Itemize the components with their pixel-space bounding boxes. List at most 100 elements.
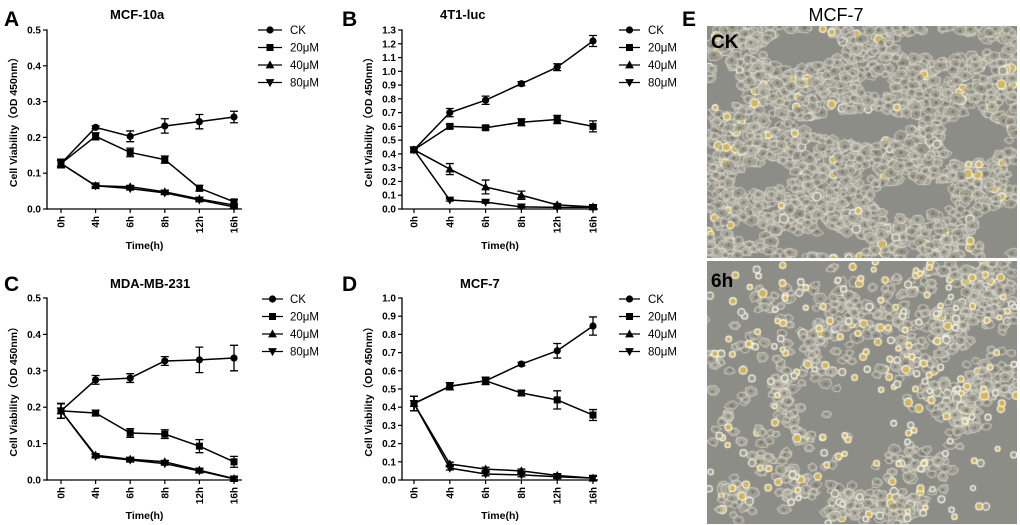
chart-c-y-axis-title: Cell Viability（OD 450nm） [7,321,20,456]
chart-a-80um-legend-marker [265,79,275,88]
chart-d-xtick-label: 12h [553,487,564,504]
chart-c-ytick-label: 0.3 [27,366,41,377]
chart-c-ck-legend-label: CK [290,294,306,306]
chart-c-20um-point [161,430,169,438]
chart-b-ytick-label: 0.6 [382,122,396,133]
chart-b-ck-legend-item: CK [619,25,664,37]
chart-a-ytick-label: 0.5 [27,26,41,37]
chart-c-20um-line [60,410,235,463]
chart-d-20um-line [413,380,594,416]
chart-c-20um-legend-label: 20μM [290,312,319,324]
chart-d: D MCF-7 0.0 0.1 0.2 0.3 0.4 0.5 0.6 0.7 0.8 0.9 1.0 0… [342,273,677,522]
chart-a-80um-point [195,196,204,205]
chart-d-title: MCF-7 [460,276,500,291]
chart-a-20um-point [161,156,169,164]
chart-c-xtick-label: 12h [195,487,206,504]
panel-e-title: MCF-7 [809,5,864,25]
chart-b-xtick-label: 0h [410,216,421,228]
chart-d-20um-point [553,396,561,404]
chart-c-ck-line [60,357,235,412]
chart-c-20um-legend-item: 20μM [262,312,319,324]
chart-a-40um-legend-marker [265,60,275,69]
chart-a-80um-line [60,162,235,208]
chart-b-xtick-label: 4h [445,216,456,228]
chart-b-20um-point [482,124,490,132]
chart-d-80um-point [517,471,526,480]
chart-d-80um-point [552,473,562,482]
chart-a-ck-legend-label: CK [290,25,306,37]
chart-a-x-axis-title: Time(h) [126,240,164,252]
chart-d-40um-legend-label: 40μM [648,329,677,341]
chart-d-20um-legend-label: 20μM [648,312,677,324]
chart-d-20um-legend-item: 20μM [619,312,677,324]
chart-b-40um-line [413,149,594,208]
chart-a-80um-point [91,182,100,191]
micrograph-6h-label: 6h [711,271,734,292]
chart-b-40um-point [517,190,526,199]
chart-b-ytick-label: 0.7 [382,108,396,119]
chart-b-ck-point [446,109,454,117]
chart-d-40um-point [481,464,490,473]
chart-a-title: MCF-10a [110,7,165,22]
chart-b-ytick-label: 0.0 [382,205,396,216]
chart-d-ytick-label: 0.8 [382,330,396,341]
chart-a-xtick-label: 8h [160,216,171,228]
chart-d-20um-point [446,382,454,390]
chart-d-ytick-label: 0.4 [382,403,396,414]
chart-a-ck-point [195,118,203,126]
chart-a-ck-point [92,123,100,131]
chart-d-ck-legend-label: CK [648,294,664,306]
chart-a: A MCF-10a 0.0 0.1 0.2 0.3 0.4 0.5 0h 4h 6h 8h 12h 16h… [4,7,319,252]
chart-a-40um-legend-label: 40μM [290,60,319,72]
chart-c-ck-point [161,357,169,365]
chart-b-ck-series [410,34,597,154]
chart-d-80um-point [588,474,598,483]
chart-a-80um-point [56,160,66,169]
chart-b-ck-point [482,96,490,104]
chart-c-title: MDA-MB-231 [110,276,190,291]
chart-a-ck-point [161,122,169,130]
chart-d-ytick-label: 0.7 [382,348,396,359]
chart-c-40um-series [56,402,239,482]
chart-a-ck-legend-marker [266,26,274,34]
chart-d-80um-point [445,464,455,473]
chart-b-ytick-label: 0.9 [382,81,396,92]
micrograph-ck-label: CK [711,32,739,53]
chart-c-80um-point [195,467,204,476]
chart-d-80um-series [409,395,598,483]
chart-b-ck-legend-label: CK [648,25,664,37]
chart-c-ck-point [195,356,203,364]
chart-b-ck-line [413,40,594,151]
panel-e: E MCF-7 [682,5,864,31]
chart-c-ytick-label: 0.2 [27,403,41,414]
chart-d-xtick-label: 8h [517,487,528,499]
chart-c-ck-point [92,376,100,384]
chart-d-xtick-label: 0h [410,487,421,499]
chart-a-ytick-label: 0.0 [27,205,41,216]
chart-c-panel-label: C [4,273,19,296]
chart-a-ck-series [57,110,238,169]
chart-c-20um-point [92,409,100,417]
chart-d-40um-series [409,395,598,482]
chart-c-40um-legend-label: 40μM [290,329,319,341]
chart-a-panel-label: A [4,8,19,31]
chart-c-ytick-label: 0.1 [27,439,41,450]
chart-d-20um-point [517,389,525,397]
chart-d-80um-legend-label: 80μM [648,347,677,359]
chart-b-80um-legend-marker [625,79,634,88]
chart-c-20um-point [195,442,203,450]
chart-b-20um-point [553,116,561,123]
chart-b-ytick-label: 1.3 [382,26,396,37]
chart-a-80um-legend-label: 80μM [290,78,319,90]
chart-a-20um-line [60,135,235,203]
chart-a-80um-series [56,158,239,212]
chart-c-80um-legend-item: 80μM [262,347,319,359]
chart-b-ytick-label: 1.1 [382,53,396,64]
chart-c-ck-point [126,374,134,382]
chart-b-xtick-label: 16h [589,216,600,233]
micrograph-6h [707,261,1017,524]
chart-b-20um-series [410,114,597,154]
chart-c-xtick-label: 8h [160,487,171,499]
chart-a-20um-legend-item: 20μM [258,43,319,55]
